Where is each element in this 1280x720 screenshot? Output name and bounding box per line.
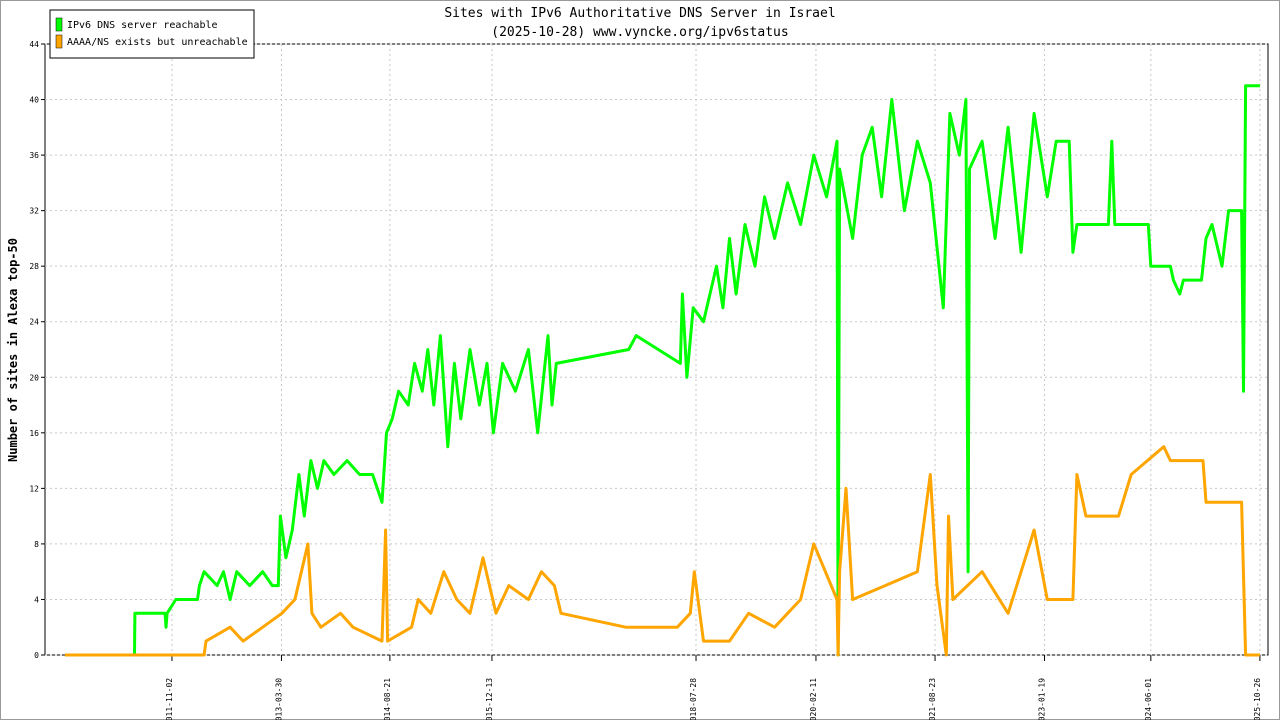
y-tick-label: 20 (29, 373, 39, 382)
y-tick-label: 16 (29, 429, 39, 438)
x-tick-label: 2011-11-02 (165, 678, 174, 720)
y-tick-label: 0 (34, 651, 39, 660)
y-axis-label: Number of sites in Alexa top-50 (6, 238, 20, 462)
y-tick-label: 32 (29, 207, 39, 216)
x-tick-label: 2023-01-19 (1038, 678, 1047, 720)
series-line (65, 84, 1260, 657)
x-tick-label: 2014-08-21 (383, 678, 392, 720)
y-tick-label: 12 (29, 484, 39, 493)
y-tick-label: 36 (29, 151, 39, 160)
chart-title: Sites with IPv6 Authoritative DNS Server… (444, 6, 835, 21)
y-tick-label: 8 (34, 540, 39, 549)
y-tick-label: 24 (29, 318, 39, 327)
legend-label: AAAA/NS exists but unreachable (67, 37, 248, 48)
y-tick-label: 4 (34, 595, 39, 604)
x-tick-label: 2015-12-13 (485, 678, 494, 720)
x-tick-label: 2021-08-23 (928, 678, 937, 720)
y-tick-label: 44 (29, 40, 39, 49)
x-tick-label: 2013-03-30 (274, 678, 283, 720)
legend-label: IPv6 DNS server reachable (67, 20, 218, 31)
legend-swatch (55, 17, 63, 32)
legend-box (49, 9, 255, 59)
y-tick-label: 40 (29, 96, 39, 105)
legend-swatch (55, 34, 63, 49)
x-tick-label: 2025-10-26 (1253, 678, 1262, 720)
x-tick-label: 2024-06-01 (1144, 678, 1153, 720)
y-tick-label: 28 (29, 262, 39, 271)
x-tick-label: 2020-02-11 (809, 678, 818, 720)
x-tick-label: 2018-07-28 (689, 678, 698, 720)
series-line (65, 445, 1260, 657)
chart-subtitle: (2025-10-28) www.vyncke.org/ipv6status (491, 25, 788, 40)
